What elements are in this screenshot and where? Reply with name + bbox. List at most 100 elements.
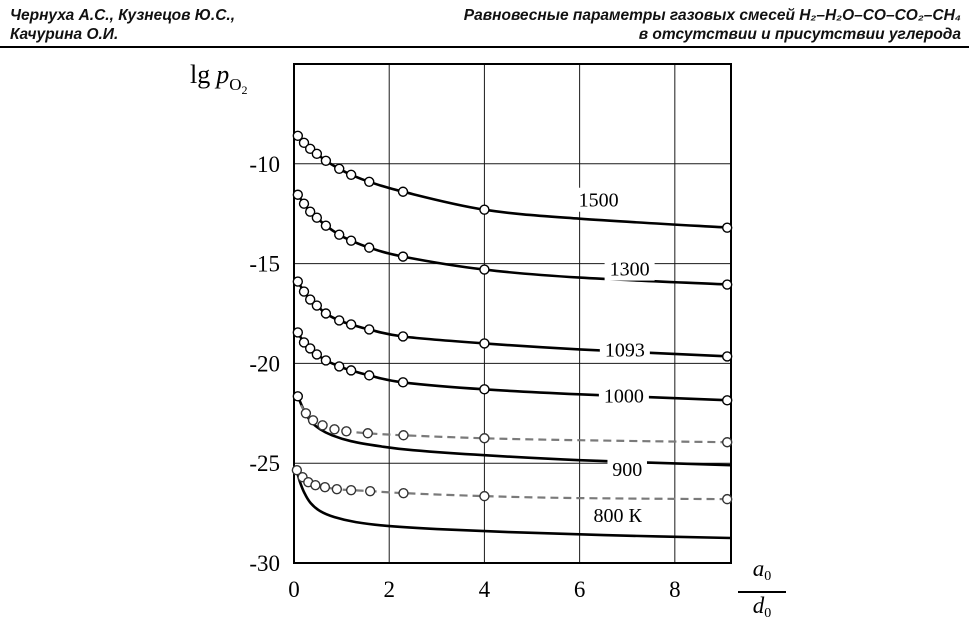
curve-marker (479, 264, 490, 275)
curve-marker (364, 324, 375, 335)
y-axis-title-prefix: lg (190, 60, 211, 89)
title-line-2: в отсутствии и присутствии углерода (638, 26, 961, 43)
curve-marker (334, 163, 345, 174)
curve-marker (721, 493, 733, 505)
curve-marker (479, 204, 490, 215)
curve-marker (364, 370, 375, 381)
y-tick-label: -10 (249, 152, 280, 177)
curve-marker (329, 424, 340, 435)
y-axis-title-symbol: p (216, 60, 230, 89)
curve-marker (397, 186, 409, 197)
curve-1093-k (296, 280, 730, 358)
y-axis-title-subsubscript: 2 (241, 83, 248, 97)
x-axis-numerator-symbol: a (752, 556, 765, 581)
curve-marker (362, 428, 373, 439)
x-tick-label: 6 (574, 577, 586, 602)
curve-marker (319, 481, 331, 493)
x-tick-label: 4 (479, 577, 491, 602)
curve-marker (320, 220, 332, 231)
curve-marker (307, 415, 319, 426)
curve-marker (334, 229, 345, 240)
curve-marker (345, 319, 357, 330)
plot-border (293, 63, 732, 564)
authors-block: Чернуха А.С., Кузнецов Ю.С., Качурина О.… (10, 6, 235, 44)
curve-marker (304, 343, 316, 354)
curve-label: 800 К (594, 505, 643, 527)
curve-label: 1300 (610, 259, 650, 281)
y-tick-label: -15 (249, 252, 280, 277)
curve-marker (721, 395, 733, 406)
y-tick-label: -30 (249, 551, 280, 576)
curve-marker (298, 198, 310, 209)
curve-marker (721, 279, 733, 290)
curve-label: 1500 (579, 190, 619, 212)
curve-800-k (295, 468, 732, 540)
curve-marker (320, 355, 332, 366)
curve-label-bg (599, 337, 650, 362)
curve-marker (345, 365, 357, 376)
curve-marker (298, 286, 310, 297)
curve-marker (311, 148, 323, 160)
curve-marker (311, 300, 323, 311)
curve-marker (479, 384, 490, 395)
x-axis-title-numerator: a0 (738, 556, 786, 593)
curve-marker (310, 479, 321, 491)
curve-marker (341, 426, 352, 437)
curve-marker (291, 464, 303, 476)
curve-marker (398, 430, 409, 441)
curve-marker (334, 315, 345, 326)
curve-marker (397, 331, 409, 342)
curve-marker (320, 308, 332, 319)
curve-marker (397, 251, 409, 262)
curve-marker (364, 485, 376, 497)
curve-marker (721, 222, 733, 233)
curve-marker (292, 189, 304, 200)
y-axis-title: lg pO2 (190, 60, 248, 98)
curve-marker (304, 206, 316, 217)
x-tick-label: 0 (288, 577, 300, 602)
curve-marker (311, 349, 323, 360)
curve-marker (397, 377, 409, 388)
x-axis-denominator-symbol: d (752, 593, 765, 618)
article-title: Равновесные параметры газовых смесей H₂–… (464, 6, 961, 44)
curve-marker (364, 242, 375, 253)
curve-marker (364, 176, 375, 187)
curve-marker (292, 327, 304, 338)
y-tick-label: -20 (249, 351, 280, 376)
curve-label: 1000 (604, 385, 644, 407)
curve-marker (304, 294, 316, 305)
curve-marker (331, 483, 343, 495)
curve-marker (479, 338, 490, 349)
curve-1500-k (296, 135, 730, 229)
x-axis-title: a0 d0 (738, 556, 786, 627)
curve-label-bg (598, 383, 649, 408)
curve-label: 900 (612, 459, 642, 481)
curve-marker (345, 235, 357, 246)
title-line-1: Равновесные параметры газовых смесей H₂–… (463, 7, 961, 24)
curve-marker (292, 276, 304, 287)
curve-800-k-with-carbon (296, 469, 728, 501)
curve-900-k (296, 395, 732, 467)
curve-marker (334, 361, 345, 372)
curve-marker (311, 212, 323, 223)
curve-marker (300, 408, 312, 419)
authors-line-1: Чернуха А.С., Кузнецов Ю.С., (10, 7, 236, 24)
curve-marker (317, 420, 328, 431)
curve-label-bg (604, 256, 655, 281)
curve-marker (398, 487, 409, 499)
curve-label-bg (607, 457, 647, 482)
curve-marker (721, 437, 733, 448)
x-tick-label: 2 (383, 577, 395, 602)
x-tick-label: 8 (669, 577, 681, 602)
curve-marker (345, 169, 357, 180)
curve-1000-k (296, 331, 730, 402)
curve-marker (292, 391, 304, 402)
y-axis-title-subscript: O (229, 75, 242, 94)
header-divider (0, 46, 969, 48)
curve-marker (479, 490, 490, 502)
authors-line-2: Качурина О.И. (10, 26, 119, 43)
curve-label-bg (573, 187, 624, 212)
curve-1300-k (296, 193, 730, 286)
curve-marker (721, 351, 733, 362)
